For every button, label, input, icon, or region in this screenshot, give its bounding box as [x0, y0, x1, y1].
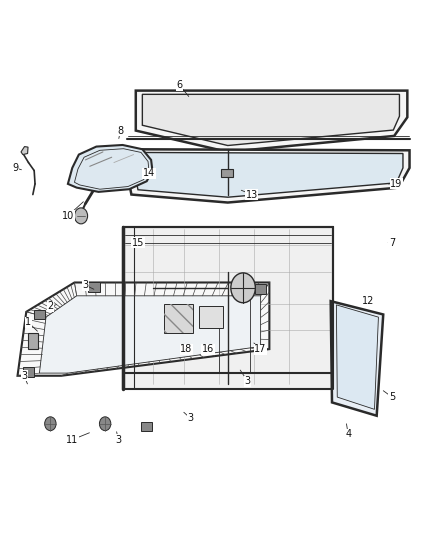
Bar [23, 367, 34, 377]
Bar [164, 304, 193, 333]
Text: 9: 9 [12, 163, 18, 173]
Text: 10: 10 [62, 211, 74, 221]
Text: 3: 3 [21, 371, 27, 381]
Circle shape [45, 417, 56, 431]
Text: 5: 5 [389, 392, 395, 402]
Bar [199, 306, 223, 328]
Bar [141, 422, 152, 431]
Text: 4: 4 [345, 430, 351, 439]
Bar [28, 333, 38, 349]
Text: 6: 6 [177, 80, 183, 90]
Text: 18: 18 [180, 344, 192, 354]
Text: 13: 13 [246, 190, 258, 199]
Text: 15: 15 [132, 238, 144, 247]
Polygon shape [123, 149, 410, 203]
Circle shape [231, 273, 255, 303]
Text: 1: 1 [25, 318, 32, 327]
Circle shape [74, 208, 88, 224]
Text: 14: 14 [143, 168, 155, 178]
Polygon shape [336, 305, 378, 409]
Text: 12: 12 [362, 296, 374, 306]
Bar [34, 310, 45, 319]
Bar [164, 304, 193, 333]
Text: 3: 3 [187, 414, 194, 423]
Polygon shape [39, 296, 261, 373]
Text: 11: 11 [66, 435, 78, 445]
Polygon shape [131, 152, 403, 197]
Text: 3: 3 [244, 376, 251, 386]
Text: 16: 16 [202, 344, 214, 354]
Polygon shape [21, 147, 28, 155]
Polygon shape [142, 94, 399, 146]
Text: 3: 3 [115, 435, 121, 445]
Text: 2: 2 [47, 302, 53, 311]
Circle shape [99, 417, 111, 431]
Text: 17: 17 [254, 344, 267, 354]
Text: 7: 7 [389, 238, 395, 247]
Polygon shape [136, 91, 407, 152]
Polygon shape [123, 227, 333, 389]
Polygon shape [331, 301, 383, 416]
Polygon shape [68, 145, 152, 192]
Text: 19: 19 [390, 179, 403, 189]
Text: 3: 3 [82, 280, 88, 290]
Text: 8: 8 [117, 126, 124, 135]
Bar [221, 169, 233, 177]
Bar [88, 282, 100, 292]
Polygon shape [18, 282, 269, 376]
Bar [255, 284, 266, 294]
